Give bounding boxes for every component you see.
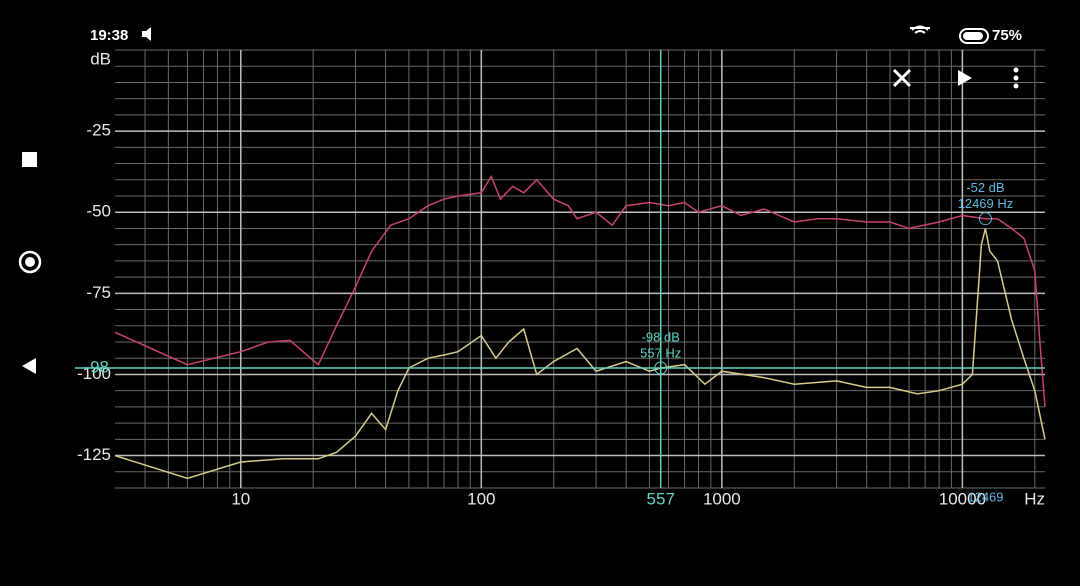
x-tick-label: 100 [467, 489, 495, 508]
peak-x-label: 12469 [967, 489, 1003, 504]
y-tick-label: -25 [86, 121, 111, 140]
nav-home[interactable] [18, 250, 42, 274]
clock: 19:38 [90, 27, 128, 44]
nav-home-dot [25, 257, 35, 267]
y-tick-label: -75 [86, 283, 111, 302]
y-tick-label: -125 [77, 445, 111, 464]
x-tick-label: 10 [231, 489, 250, 508]
series-line [114, 174, 1046, 407]
nav-back[interactable] [22, 358, 36, 374]
y-tick-label: -50 [86, 202, 111, 221]
play-button[interactable] [958, 70, 972, 86]
peak-readout: 12469 Hz [958, 196, 1014, 211]
menu-button[interactable] [1013, 67, 1019, 89]
peak-readout: -52 dB [966, 180, 1004, 195]
battery-level [963, 32, 983, 40]
cursor-readout: -98 dB [642, 329, 680, 344]
wifi-icon [910, 25, 930, 34]
nav-recent[interactable] [22, 152, 37, 167]
series-line [114, 228, 1046, 480]
battery-percent: 75% [992, 27, 1022, 44]
x-tick-label: 1000 [703, 489, 741, 508]
cursor-y-label: -98 [84, 357, 109, 376]
sound-icon [142, 27, 151, 41]
battery-icon [959, 28, 989, 44]
close-button[interactable] [892, 68, 912, 88]
x-tick-label: 10000 [939, 489, 986, 508]
peak-point [978, 212, 992, 226]
y-axis-label: dB [90, 49, 111, 68]
x-axis-label: Hz [1024, 489, 1045, 508]
cursor-point [654, 361, 668, 375]
cursor-x-label: 557 [647, 489, 675, 508]
cursor-readout: 557 Hz [640, 345, 681, 360]
